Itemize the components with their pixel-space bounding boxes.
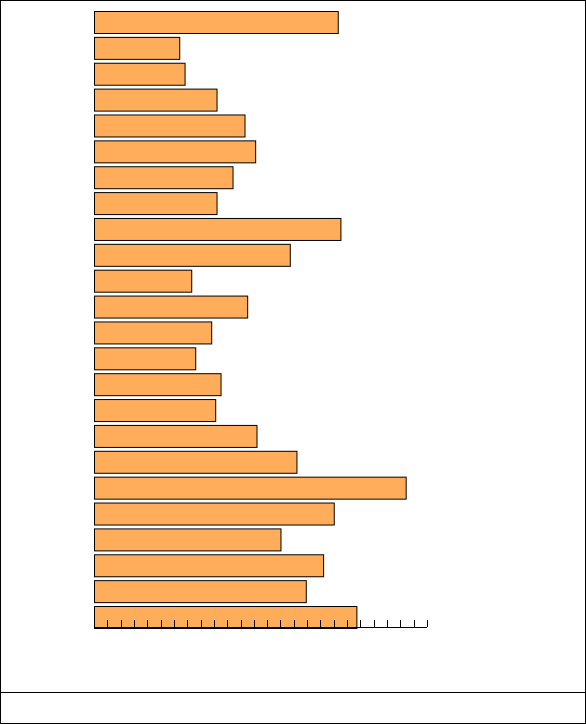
bar — [94, 580, 307, 604]
bar — [94, 476, 407, 500]
bar — [94, 373, 222, 397]
bar — [94, 450, 298, 474]
bar — [94, 36, 181, 60]
bar — [94, 295, 249, 319]
bar — [94, 399, 217, 423]
bar — [94, 192, 218, 216]
bar — [94, 62, 186, 86]
bar — [94, 114, 246, 138]
bar — [94, 606, 358, 630]
bar — [94, 243, 291, 267]
bar — [94, 166, 234, 190]
bar — [94, 88, 218, 112]
bar — [94, 140, 257, 164]
bar — [94, 269, 193, 293]
bar — [94, 554, 325, 578]
bar — [94, 217, 342, 241]
bar — [94, 347, 197, 371]
bar — [94, 528, 282, 552]
bar — [94, 424, 258, 448]
bar — [94, 11, 339, 34]
bar — [94, 321, 213, 345]
bar — [94, 502, 335, 526]
